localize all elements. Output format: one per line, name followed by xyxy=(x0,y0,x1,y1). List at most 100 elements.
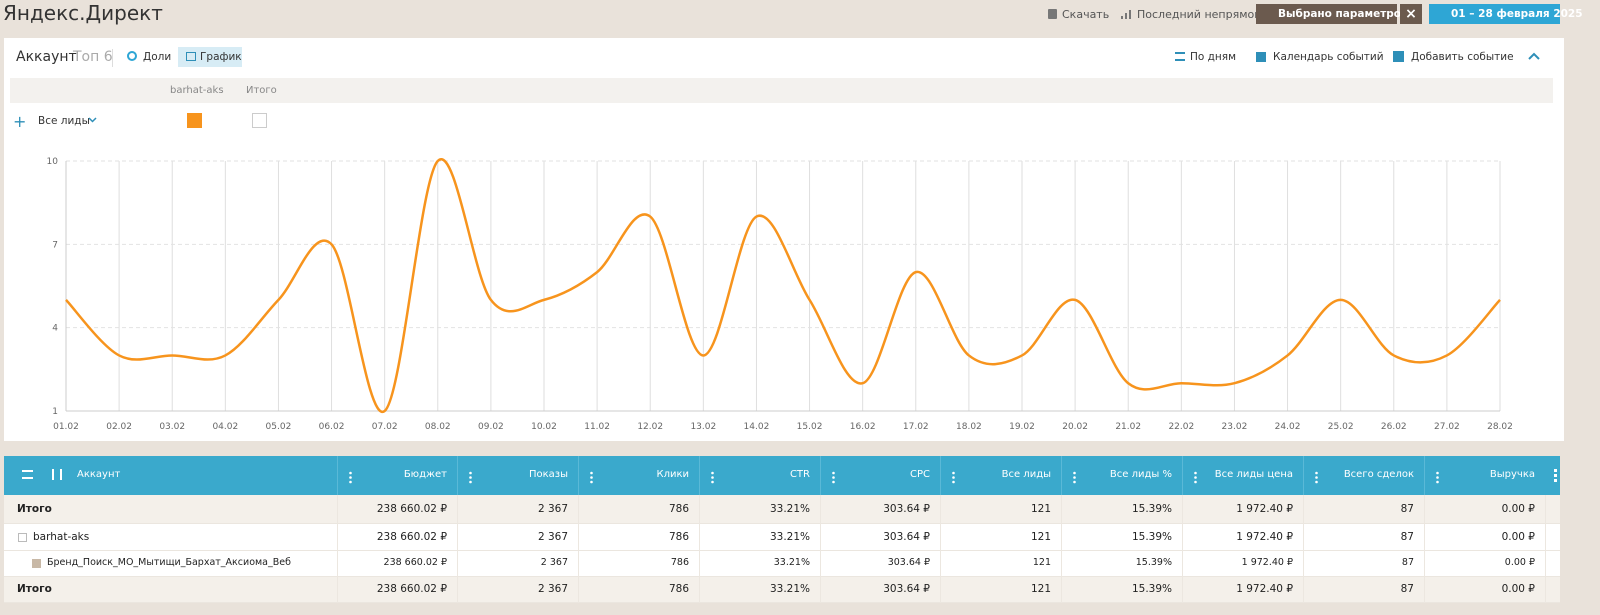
x-tick-label: 04.02 xyxy=(212,422,238,432)
x-tick-label: 18.02 xyxy=(956,422,982,432)
x-tick-label: 27.02 xyxy=(1434,422,1460,432)
table-cell: 33.21% xyxy=(699,557,810,568)
column-header[interactable]: Все лиды % xyxy=(1061,469,1172,480)
columns-icon xyxy=(52,469,62,480)
table-cell: 2 367 xyxy=(457,583,568,595)
legend-tab: Итого xyxy=(246,85,277,96)
table-cell: 1 972.40 ₽ xyxy=(1182,583,1293,595)
table-cell: 1 972.40 ₽ xyxy=(1182,503,1293,515)
x-tick-label: 01.02 xyxy=(53,422,79,432)
column-divider xyxy=(578,495,579,603)
expand-toggle[interactable] xyxy=(32,559,41,568)
column-header[interactable]: Аккаунт xyxy=(77,469,120,480)
x-tick-label: 28.02 xyxy=(1487,422,1513,432)
date-button[interactable]: 01 – 28 февраля 2025 xyxy=(1429,4,1560,24)
action-button[interactable]: Добавить событие xyxy=(1411,51,1514,63)
column-divider xyxy=(337,495,338,603)
attribution-icon xyxy=(1121,9,1133,19)
table-cell: 0.00 ₽ xyxy=(1424,503,1535,515)
x-tick-label: 25.02 xyxy=(1328,422,1354,432)
y-tick-label: 1 xyxy=(52,407,58,417)
x-tick-label: 13.02 xyxy=(690,422,716,432)
row-label: barhat-aks xyxy=(33,531,89,543)
column-header[interactable]: Клики xyxy=(578,469,689,480)
column-menu xyxy=(1554,469,1560,482)
collapse-toggle[interactable] xyxy=(18,533,27,542)
column-header[interactable]: Показы xyxy=(457,469,568,480)
data-table: Аккаунт Бюджет Показы Клики CTR CPC Все лиды Вс… xyxy=(4,456,1560,603)
table-cell: 1 972.40 ₽ xyxy=(1182,557,1293,568)
chart: 01.0202.0203.0204.0205.0206.0207.0208.02… xyxy=(0,140,1560,440)
attribution-button[interactable]: Последний непрямой xyxy=(1137,8,1261,21)
tab[interactable]: Доли xyxy=(143,51,171,63)
column-header[interactable]: Бюджет xyxy=(337,469,447,480)
x-tick-label: 12.02 xyxy=(637,422,663,432)
x-tick-label: 09.02 xyxy=(478,422,504,432)
column-header[interactable]: CTR xyxy=(699,469,810,480)
table-cell: 33.21% xyxy=(699,531,810,543)
row-label: Итого xyxy=(17,583,52,595)
column-divider xyxy=(1545,495,1546,603)
table-cell: 87 xyxy=(1303,583,1414,595)
table-cell: 238 660.02 ₽ xyxy=(337,557,447,568)
table-cell: 238 660.02 ₽ xyxy=(337,531,447,543)
filters-button[interactable]: Выбрано параметров: 1 xyxy=(1256,4,1397,24)
collapse-button[interactable] xyxy=(1528,52,1540,60)
column-divider xyxy=(1303,495,1304,603)
column-divider xyxy=(820,495,821,603)
x-tick-label: 08.02 xyxy=(425,422,451,432)
x-tick-label: 06.02 xyxy=(319,422,345,432)
divider xyxy=(112,49,113,67)
table-cell: 238 660.02 ₽ xyxy=(337,503,447,515)
action-button[interactable]: Календарь событий xyxy=(1273,51,1384,63)
table-cell: 786 xyxy=(578,583,689,595)
legend-row xyxy=(10,78,1553,103)
table-cell: 121 xyxy=(940,583,1051,595)
table-cell: 15.39% xyxy=(1061,583,1172,595)
x-tick-label: 03.02 xyxy=(159,422,185,432)
app-title: Яндекс.Директ xyxy=(3,1,163,25)
calendar-icon xyxy=(1256,52,1266,62)
panel-subtitle: Топ 6 xyxy=(73,49,113,65)
x-tick-label: 05.02 xyxy=(266,422,292,432)
x-tick-label: 14.02 xyxy=(744,422,770,432)
series-toggle[interactable] xyxy=(187,113,202,128)
table-cell: 786 xyxy=(578,557,689,568)
column-header[interactable]: Всего сделок xyxy=(1303,469,1414,480)
x-tick-label: 10.02 xyxy=(531,422,557,432)
column-divider xyxy=(940,495,941,603)
column-divider xyxy=(1182,495,1183,603)
table-cell: 87 xyxy=(1303,557,1414,568)
x-tick-label: 23.02 xyxy=(1222,422,1248,432)
table-cell: 1 972.40 ₽ xyxy=(1182,531,1293,543)
table-cell: 33.21% xyxy=(699,583,810,595)
total-toggle[interactable] xyxy=(252,113,267,128)
action-button[interactable]: По дням xyxy=(1190,51,1236,63)
metric-selector[interactable]: Все лиды xyxy=(38,115,90,127)
download-icon xyxy=(1048,9,1057,19)
clear-filters-button[interactable]: × xyxy=(1400,4,1422,24)
column-divider xyxy=(457,495,458,603)
x-tick-label: 16.02 xyxy=(850,422,876,432)
table-cell: 121 xyxy=(940,557,1051,568)
x-tick-label: 11.02 xyxy=(584,422,610,432)
table-cell: 786 xyxy=(578,503,689,515)
column-header[interactable]: Выручка xyxy=(1424,469,1535,480)
table-cell: 303.64 ₽ xyxy=(820,557,930,568)
table-cell: 121 xyxy=(940,531,1051,543)
column-header[interactable]: Все лиды цена xyxy=(1182,469,1293,480)
panel-title: Аккаунт xyxy=(16,49,77,65)
table-cell: 15.39% xyxy=(1061,557,1172,568)
table-cell: 303.64 ₽ xyxy=(820,583,930,595)
y-tick-label: 4 xyxy=(52,324,58,334)
column-divider xyxy=(1424,495,1425,603)
add-metric-button[interactable]: + xyxy=(13,112,26,131)
add-event-icon xyxy=(1393,51,1404,62)
x-tick-label: 02.02 xyxy=(106,422,132,432)
column-header[interactable]: CPC xyxy=(820,469,930,480)
tab[interactable]: График xyxy=(200,51,242,63)
column-header[interactable]: Все лиды xyxy=(940,469,1051,480)
download-button[interactable]: Скачать xyxy=(1062,8,1109,21)
table-cell: 786 xyxy=(578,531,689,543)
